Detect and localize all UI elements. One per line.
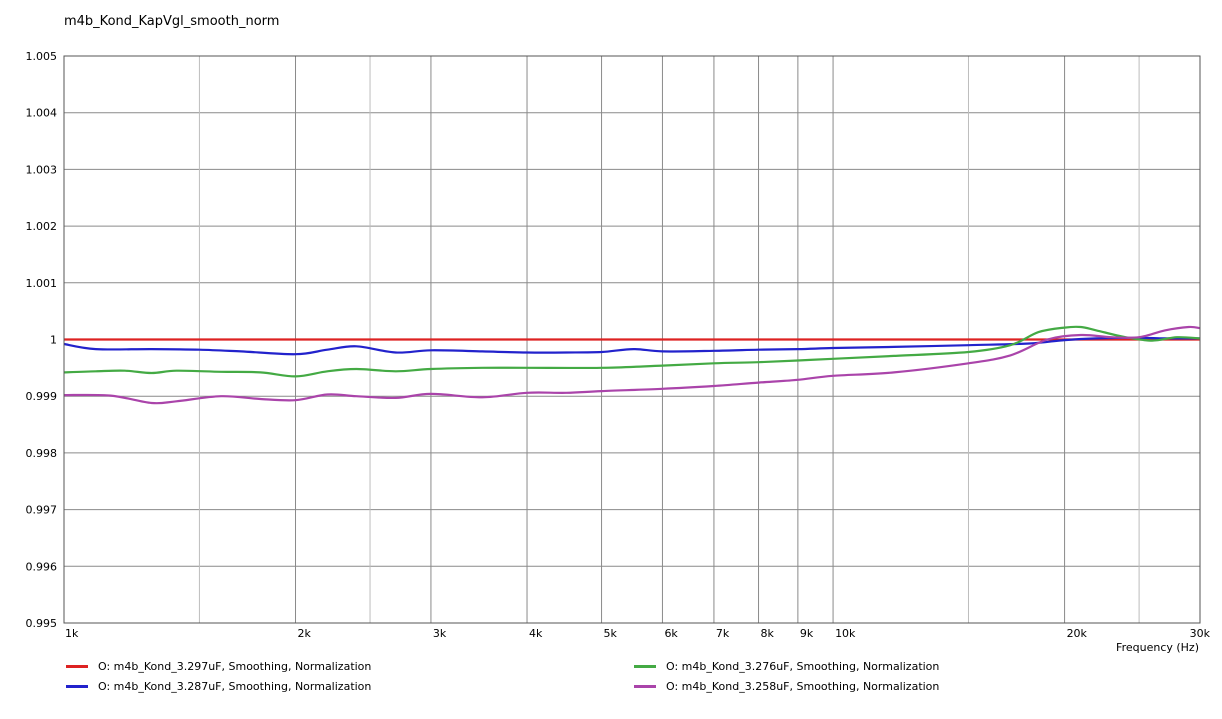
x-tick-label: 1k	[65, 627, 79, 640]
legend-item: O: m4b_Kond_3.276uF, Smoothing, Normaliz…	[634, 660, 939, 673]
legend-item: O: m4b_Kond_3.258uF, Smoothing, Normaliz…	[634, 680, 939, 693]
series-line-2	[63, 336, 1201, 356]
y-tick-label: 0.995	[26, 617, 58, 630]
y-axis-ticks: 1.005 1.004 1.003 1.002 1.001 1 0.999 0.998 0.99…	[26, 50, 58, 630]
x-tick-label: 8k	[761, 627, 775, 640]
legend-item: O: m4b_Kond_3.297uF, Smoothing, Normaliz…	[66, 660, 371, 673]
legend-swatch	[66, 685, 88, 688]
x-tick-label: 4k	[529, 627, 543, 640]
legend-swatch	[66, 665, 88, 668]
legend-label: O: m4b_Kond_3.258uF, Smoothing, Normaliz…	[666, 680, 940, 693]
x-axis-ticks: 1k 2k 3k 4k 5k 6k 7k 8k 9k 10k 20k 30k	[65, 627, 1211, 640]
x-tick-label: 7k	[716, 627, 730, 640]
y-tick-label: 0.998	[26, 447, 58, 460]
y-tick-label: 1.002	[26, 220, 58, 233]
x-tick-label: 20k	[1067, 627, 1088, 640]
y-tick-label: 0.997	[26, 504, 58, 517]
x-tick-label: 2k	[298, 627, 312, 640]
y-tick-label: 1	[50, 334, 57, 347]
legend-swatch	[634, 665, 656, 668]
x-tick-label: 9k	[800, 627, 814, 640]
y-tick-label: 1.004	[26, 107, 58, 120]
legend-swatch	[634, 685, 656, 688]
series-line-4	[63, 325, 1201, 405]
y-tick-label: 1.005	[26, 50, 58, 63]
legend-item: O: m4b_Kond_3.287uF, Smoothing, Normaliz…	[66, 680, 371, 693]
y-tick-label: 0.996	[26, 560, 58, 573]
x-tick-label: 5k	[604, 627, 618, 640]
chart-title: m4b_Kond_KapVgl_smooth_norm	[64, 14, 280, 29]
series-lines	[63, 325, 1201, 405]
y-tick-label: 1.003	[26, 163, 58, 176]
x-tick-label: 3k	[433, 627, 447, 640]
x-tick-label: 6k	[664, 627, 678, 640]
x-tick-label: 30k	[1190, 627, 1211, 640]
legend-label: O: m4b_Kond_3.287uF, Smoothing, Normaliz…	[98, 680, 372, 693]
plot-frame	[63, 55, 1201, 624]
y-tick-label: 1.001	[26, 277, 58, 290]
x-axis-label: Frequency (Hz)	[1116, 641, 1199, 654]
x-tick-label: 10k	[835, 627, 856, 640]
legend-label: O: m4b_Kond_3.276uF, Smoothing, Normaliz…	[666, 660, 940, 673]
y-tick-label: 0.999	[26, 390, 58, 403]
series-line-3	[63, 325, 1201, 378]
legend-label: O: m4b_Kond_3.297uF, Smoothing, Normaliz…	[98, 660, 372, 673]
